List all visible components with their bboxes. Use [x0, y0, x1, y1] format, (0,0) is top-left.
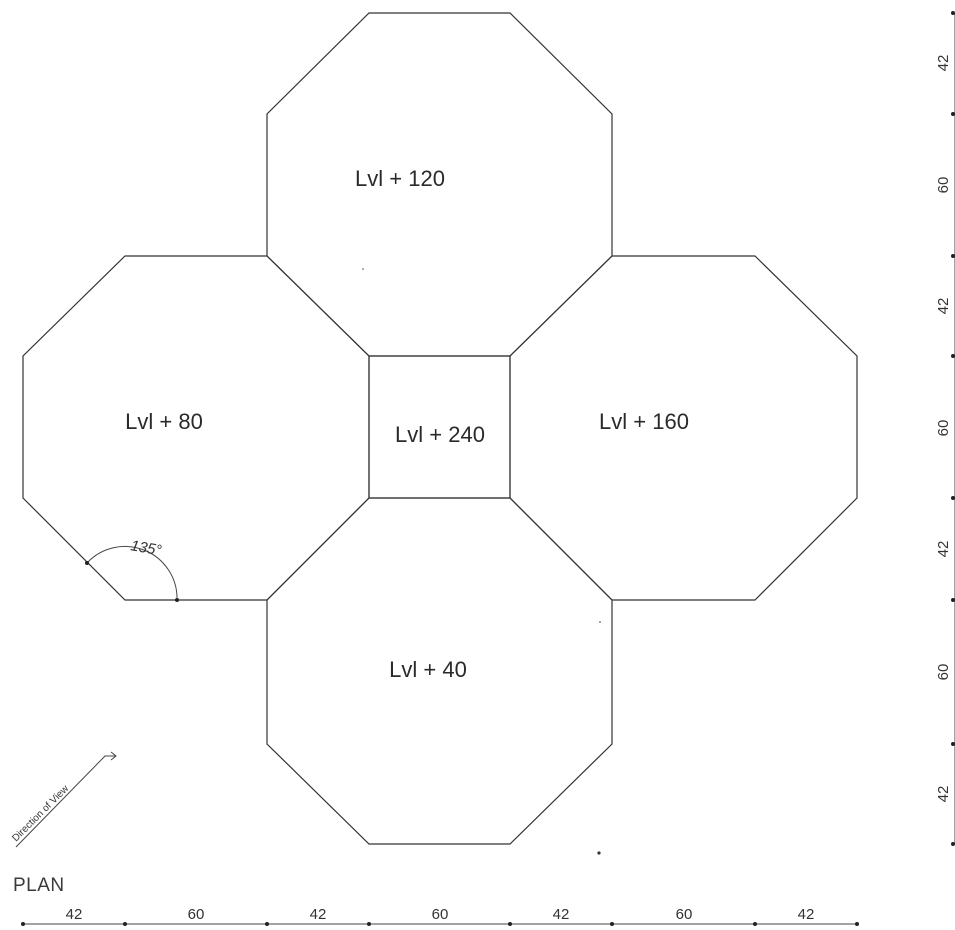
right-dimension-label: 42 — [935, 55, 952, 72]
bottom-dimension-label: 42 — [66, 906, 83, 923]
room-label-bottom: Lvl + 40 — [389, 657, 467, 682]
bottom-tick — [610, 922, 614, 926]
angle-label: 135° — [129, 537, 163, 559]
bottom-dimension-label: 42 — [798, 906, 815, 923]
bottom-tick — [265, 922, 269, 926]
right-dimension-label: 42 — [935, 298, 952, 315]
angle-arc-start-dot — [85, 561, 89, 565]
room-label-top: Lvl + 120 — [355, 166, 445, 191]
bottom-tick — [21, 922, 25, 926]
right-tick — [951, 842, 955, 846]
right-tick — [951, 742, 955, 746]
right-tick — [951, 112, 955, 116]
right-tick — [951, 496, 955, 500]
right-dimension-label: 60 — [935, 420, 952, 437]
room-label-left: Lvl + 80 — [125, 409, 203, 434]
bottom-tick — [855, 922, 859, 926]
bottom-dimension-label: 60 — [188, 906, 205, 923]
room-outline-bottom — [266, 497, 613, 845]
bottom-tick — [367, 922, 371, 926]
angle-arc-end-dot — [175, 598, 179, 602]
bottom-dimension-label: 42 — [310, 906, 327, 923]
print-speck — [599, 621, 601, 623]
bottom-tick — [753, 922, 757, 926]
right-dimension-label: 60 — [935, 664, 952, 681]
right-dimension-label: 42 — [935, 786, 952, 803]
right-tick — [951, 11, 955, 15]
bottom-tick — [508, 922, 512, 926]
right-tick — [951, 598, 955, 602]
bottom-tick — [123, 922, 127, 926]
bottom-dimension-label: 60 — [432, 906, 449, 923]
plan-title: PLAN — [13, 875, 65, 896]
right-tick — [951, 354, 955, 358]
right-tick — [951, 254, 955, 258]
right-dimension-label: 42 — [935, 541, 952, 558]
bottom-dimension-label: 60 — [676, 906, 693, 923]
print-speck — [597, 851, 601, 855]
room-label-right: Lvl + 160 — [599, 409, 689, 434]
direction-of-view-label: Direction of View — [10, 783, 71, 844]
right-dimension-label: 60 — [935, 177, 952, 194]
direction-of-view-arrow — [15, 751, 117, 848]
bottom-dimension-label: 42 — [553, 906, 570, 923]
print-speck — [362, 268, 364, 270]
angle-arc — [86, 545, 178, 601]
right-dimension-ticks — [951, 11, 955, 846]
room-outline-center — [368, 355, 511, 499]
bottom-dimension-ticks — [21, 922, 859, 926]
room-label-center: Lvl + 240 — [395, 422, 485, 447]
